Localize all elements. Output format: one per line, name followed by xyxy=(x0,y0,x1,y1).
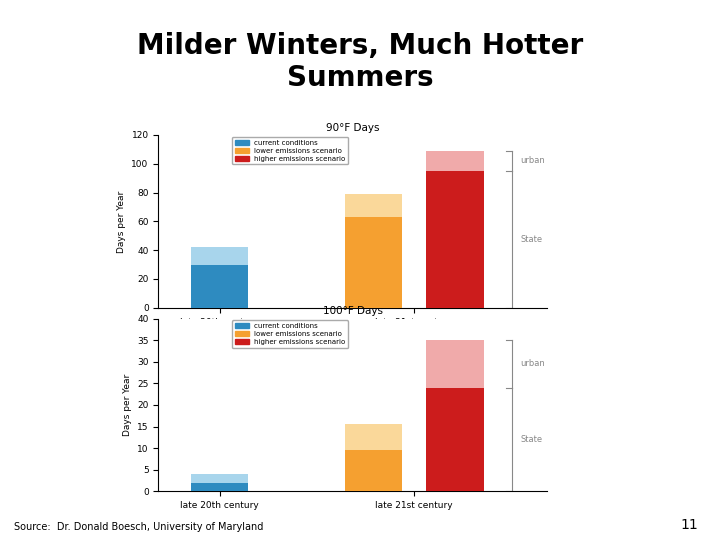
Bar xyxy=(426,340,484,388)
Title: 90°F Days: 90°F Days xyxy=(326,123,379,133)
Bar xyxy=(345,450,402,491)
Bar xyxy=(345,217,402,308)
Text: State: State xyxy=(521,235,543,244)
Bar xyxy=(426,151,484,171)
Y-axis label: Days per Year: Days per Year xyxy=(117,190,126,253)
Text: Milder Winters, Much Hotter
Summers: Milder Winters, Much Hotter Summers xyxy=(137,32,583,92)
Y-axis label: Days per Year: Days per Year xyxy=(122,374,132,436)
Text: urban: urban xyxy=(521,157,545,165)
Legend: current conditions, lower emissions scenario, higher emissions scenario: current conditions, lower emissions scen… xyxy=(232,320,348,348)
Bar xyxy=(426,388,484,491)
Bar xyxy=(191,483,248,491)
Legend: current conditions, lower emissions scenario, higher emissions scenario: current conditions, lower emissions scen… xyxy=(232,137,348,165)
Title: 100°F Days: 100°F Days xyxy=(323,306,383,316)
Text: State: State xyxy=(521,435,543,444)
Text: Source:  Dr. Donald Boesch, University of Maryland: Source: Dr. Donald Boesch, University of… xyxy=(14,522,264,532)
Bar xyxy=(191,247,248,265)
Bar xyxy=(345,424,402,450)
Bar xyxy=(191,474,248,483)
Bar xyxy=(191,265,248,308)
Bar xyxy=(426,171,484,308)
Text: 11: 11 xyxy=(680,518,698,532)
Bar xyxy=(345,194,402,217)
Text: urban: urban xyxy=(521,360,545,368)
